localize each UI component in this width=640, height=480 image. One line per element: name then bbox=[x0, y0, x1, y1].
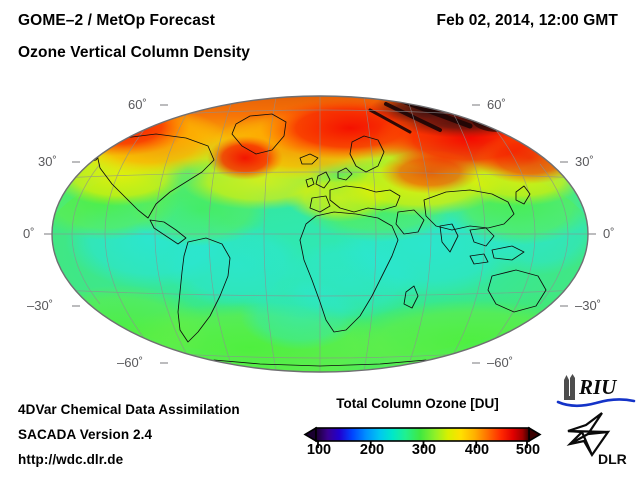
map-canvas bbox=[44, 95, 596, 373]
colorbar-ticks bbox=[317, 441, 528, 448]
lat-label-right-60: 60˚ bbox=[487, 97, 506, 112]
lat-label-left-neg60: –60˚ bbox=[117, 355, 144, 370]
colorbar-title: Total Column Ozone [DU] bbox=[336, 396, 499, 411]
footer-line-version: SACADA Version 2.4 bbox=[18, 427, 153, 442]
lat-label-left-0: 0˚ bbox=[23, 226, 35, 241]
dlr-mark-icon bbox=[566, 412, 611, 458]
colorbar-tick-100: 100 bbox=[306, 442, 332, 458]
lat-label-left-30: 30˚ bbox=[38, 154, 57, 169]
lat-label-right-30: 30˚ bbox=[575, 154, 594, 169]
lat-ticks bbox=[44, 104, 596, 364]
colorbar-tick-300: 300 bbox=[411, 442, 437, 458]
page-subtitle: Ozone Vertical Column Density bbox=[18, 44, 251, 61]
colorbar-gradient bbox=[315, 427, 530, 442]
colorbar-tick-500: 500 bbox=[515, 442, 541, 458]
riu-logo: RIU bbox=[556, 374, 636, 408]
lat-label-right-neg60: –60˚ bbox=[487, 355, 514, 370]
lat-label-left-60: 60˚ bbox=[128, 97, 147, 112]
colorbar-over-arrow bbox=[528, 426, 542, 443]
dlr-wordmark: DLR bbox=[598, 451, 627, 467]
footer-line-assimilation: 4DVar Chemical Data Assimilation bbox=[18, 402, 240, 417]
page-title: GOME–2 / MetOp Forecast bbox=[18, 12, 215, 29]
ozone-map: 60˚ 30˚ 0˚ –30˚ –60˚ 60˚ 30˚ 0˚ –30˚ –60… bbox=[0, 80, 640, 380]
lat-label-right-0: 0˚ bbox=[603, 226, 615, 241]
lat-label-left-neg30: –30˚ bbox=[27, 298, 54, 313]
forecast-datetime: Feb 02, 2014, 12:00 GMT bbox=[436, 12, 618, 29]
colorbar: Total Column Ozone [DU] bbox=[300, 396, 550, 476]
dlr-logo: DLR bbox=[566, 412, 627, 467]
colorbar-scale bbox=[303, 426, 542, 448]
riu-towers-icon bbox=[564, 374, 575, 400]
colorbar-tick-200: 200 bbox=[359, 442, 385, 458]
footer-line-url: http://wdc.dlr.de bbox=[18, 452, 124, 467]
colorbar-tick-400: 400 bbox=[464, 442, 490, 458]
riu-wordmark: RIU bbox=[578, 375, 618, 399]
lat-label-right-neg30: –30˚ bbox=[575, 298, 602, 313]
riu-wave-icon bbox=[556, 398, 636, 408]
colorbar-under-arrow bbox=[303, 426, 317, 443]
